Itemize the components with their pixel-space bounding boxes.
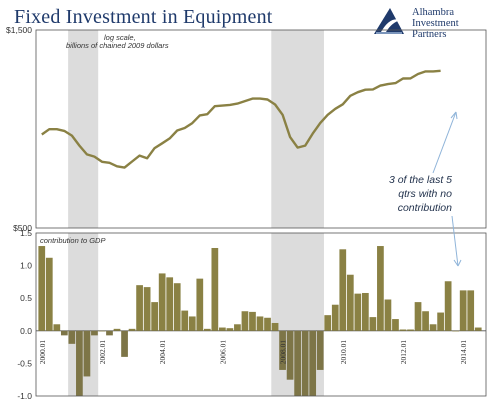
recession-band-top-0 <box>68 30 99 228</box>
gdp-contribution-bar <box>136 285 143 331</box>
contribution-note: contribution to GDP <box>40 236 105 245</box>
annotation-line-3: contribution <box>398 202 452 214</box>
gdp-contribution-bar <box>196 278 204 331</box>
gdp-contribution-bar <box>294 330 301 396</box>
gdp-contribution-bar <box>45 257 53 331</box>
logo-text: Alhambra Investment Partners <box>412 7 459 40</box>
gdp-contribution-bar <box>68 330 76 344</box>
gdp-contribution-bar <box>444 281 452 331</box>
x-axis-tick-label: 2000.01 <box>38 340 47 365</box>
gdp-contribution-bar <box>106 330 113 336</box>
gdp-contribution-bar <box>38 246 46 331</box>
logo-line-3: Partners <box>412 29 447 40</box>
gdp-contribution-bar <box>474 327 482 331</box>
gdp-contribution-bar <box>226 328 234 331</box>
bottom-y-tick: 0.5 <box>20 293 32 303</box>
bottom-y-tick: 0.0 <box>20 326 32 336</box>
gdp-contribution-bar <box>407 329 414 331</box>
x-axis-tick-label: 2006.01 <box>218 340 227 365</box>
gdp-contribution-bar <box>173 283 181 331</box>
bottom-y-tick: -0.5 <box>17 358 32 368</box>
gdp-contribution-bar <box>377 246 384 331</box>
gdp-contribution-bar <box>143 287 151 331</box>
gdp-contribution-bar <box>219 327 226 331</box>
gdp-contribution-bar <box>158 273 166 331</box>
gdp-contribution-bar <box>76 330 83 396</box>
bottom-panel-frame <box>35 232 487 397</box>
x-axis-tick-label: 2002.01 <box>98 340 107 365</box>
annotation-line-1: 3 of the last 5 <box>389 174 452 186</box>
gdp-contribution-bar <box>452 330 460 332</box>
x-axis-tick-label: 2010.01 <box>339 340 348 365</box>
gdp-contribution-bar <box>361 292 369 331</box>
gdp-contribution-bar <box>256 316 264 331</box>
gdp-contribution-bar <box>459 290 467 331</box>
gdp-contribution-bar <box>211 247 219 331</box>
gdp-contribution-bar <box>60 330 68 336</box>
gdp-contribution-bar <box>264 317 271 331</box>
gdp-contribution-bar <box>53 324 61 331</box>
chart-title: Fixed Investment in Equipment <box>14 6 273 28</box>
gdp-contribution-bar <box>166 277 174 331</box>
gdp-contribution-bar <box>354 293 362 331</box>
gdp-contribution-bar <box>241 311 249 331</box>
gdp-contribution-bar <box>301 330 309 396</box>
gdp-contribution-bar <box>113 328 121 331</box>
bottom-y-tick: 1.5 <box>20 228 32 238</box>
gdp-contribution-bar <box>339 249 347 331</box>
x-axis-tick-label: 2008.01 <box>279 340 288 365</box>
gdp-contribution-bar <box>188 316 196 331</box>
recession-band-bottom-0 <box>68 233 99 396</box>
gdp-contribution-bar <box>384 299 392 331</box>
gdp-contribution-bar <box>414 302 422 331</box>
gdp-contribution-bar <box>309 330 317 396</box>
gdp-contribution-bar <box>91 330 98 336</box>
annotation-arrow-up-head <box>450 111 458 120</box>
gdp-contribution-bar <box>151 302 159 331</box>
gdp-contribution-bar <box>271 322 279 331</box>
gdp-contribution-bar <box>83 330 91 377</box>
annotation-arrow-down-head <box>453 259 462 267</box>
equipment-investment-line <box>41 69 441 169</box>
gdp-contribution-bar <box>98 330 106 332</box>
top-y-tick-max: $1,500 <box>6 25 32 35</box>
bottom-y-tick: -1.0 <box>17 391 32 401</box>
x-axis-tick-label: 2012.01 <box>399 340 408 365</box>
gdp-contribution-bar <box>392 319 399 331</box>
top-panel-frame <box>35 29 487 229</box>
logo-line-1: Alhambra <box>412 7 454 18</box>
gdp-contribution-bar <box>181 310 189 331</box>
annotation-arrow-down <box>451 215 459 267</box>
log-scale-note: log scale, <box>104 33 136 42</box>
gdp-contribution-bar <box>429 324 437 331</box>
logo-line-2: Investment <box>412 18 459 29</box>
gdp-contribution-bar <box>422 311 429 331</box>
gdp-contribution-bar <box>437 312 444 331</box>
top-y-tick-min: $500 <box>13 223 32 233</box>
units-note: billions of chained 2009 dollars <box>66 41 169 50</box>
annotation-line-2: qtrs with no <box>398 188 452 200</box>
alhambra-logo-icon <box>374 8 404 34</box>
gdp-contribution-bar <box>331 304 339 331</box>
gdp-contribution-bar <box>467 290 475 331</box>
gdp-contribution-bar <box>279 330 286 370</box>
annotation-arrow-up <box>432 111 457 174</box>
gdp-contribution-bar <box>121 330 128 357</box>
x-axis-tick-label: 2004.01 <box>158 340 167 365</box>
bottom-y-tick: 1.0 <box>20 261 32 271</box>
gdp-contribution-bar <box>286 330 294 380</box>
gdp-contribution-bar <box>399 329 407 331</box>
gdp-contribution-bar <box>249 311 256 331</box>
gdp-contribution-bar <box>346 274 354 331</box>
gdp-contribution-bar <box>128 328 136 331</box>
gdp-contribution-bar <box>369 317 377 331</box>
x-axis-tick-label: 2014.01 <box>459 340 468 365</box>
gdp-contribution-bar <box>324 315 332 331</box>
gdp-contribution-bar <box>203 328 211 331</box>
gdp-contribution-bar <box>316 330 324 370</box>
gdp-contribution-bar <box>234 324 241 331</box>
